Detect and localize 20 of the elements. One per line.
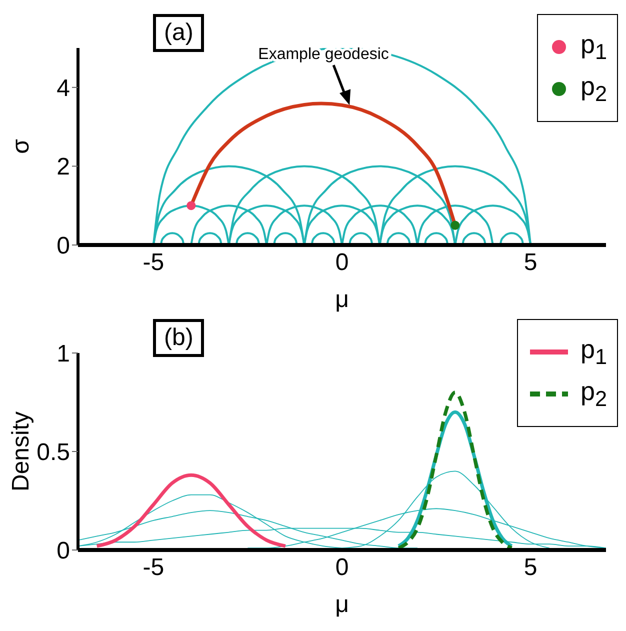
x-tick-label: 5 [524, 249, 538, 276]
x-tick-label: -5 [142, 249, 164, 276]
legend-label: p$_{1}$ [580, 334, 607, 370]
x-tick-label: 0 [335, 554, 349, 582]
y-axis-title: Density [8, 411, 35, 492]
chart-title: (b) [153, 319, 204, 357]
y-axis-title: σ [8, 138, 35, 154]
x-axis-title: μ [335, 591, 349, 618]
x-tick-label: 5 [524, 554, 538, 582]
y-tick-label: 2 [56, 154, 70, 181]
x-tick-label: -5 [142, 554, 164, 582]
x-tick-label: 0 [335, 249, 349, 276]
x-axis-title: μ [335, 286, 349, 313]
legend-label: p$_{1}$ [580, 29, 607, 66]
chart-title: (a) [153, 14, 204, 52]
y-tick-label: 0.5 [36, 439, 70, 466]
y-tick-label: 1 [56, 340, 70, 368]
y-tick-label: 4 [56, 74, 70, 102]
legend-label: p$_{2}$ [580, 376, 607, 412]
legend-label: p$_{2}$ [580, 71, 607, 108]
